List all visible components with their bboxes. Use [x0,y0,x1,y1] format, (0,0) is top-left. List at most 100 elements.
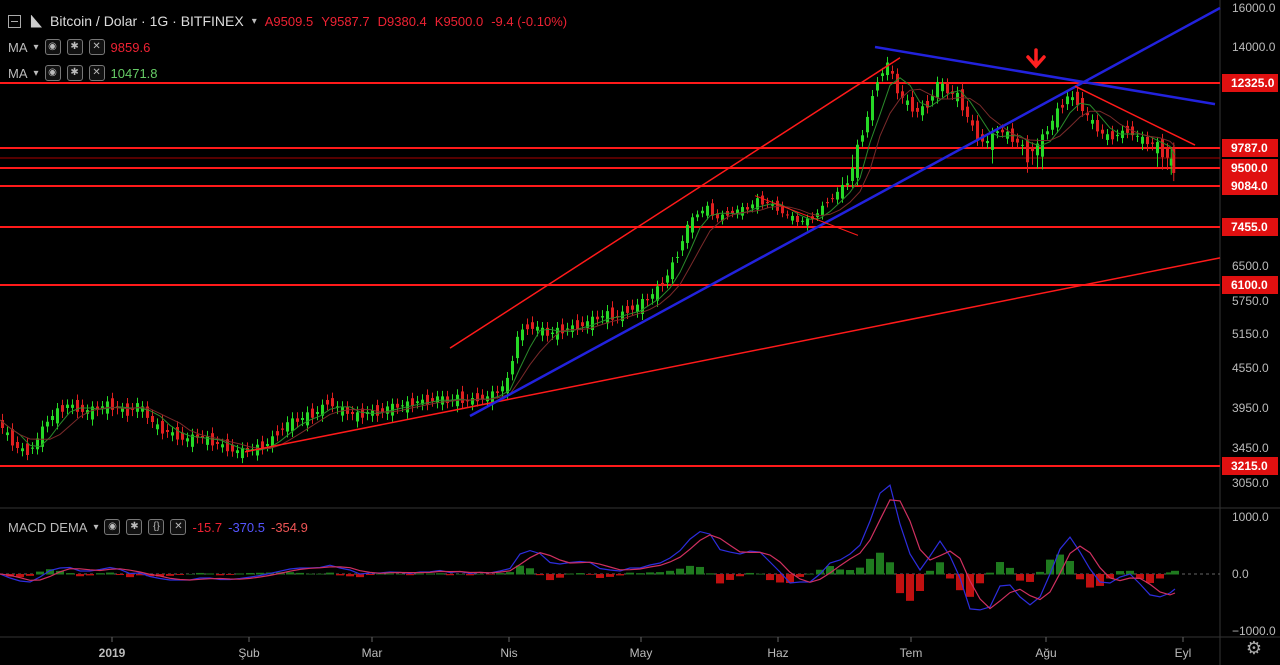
candle-body [746,207,749,210]
candle-body [191,434,194,447]
candle-body [521,329,524,341]
macd-histogram-bar [346,574,354,577]
macd-histogram-bar [1036,571,1044,575]
candle-body [606,311,609,324]
macd-histogram-bar [46,569,54,575]
macd-histogram-bar [246,572,254,575]
chevron-down-icon[interactable]: ▾ [251,15,257,27]
candle-body [1126,125,1129,133]
close-icon[interactable]: ✕ [88,65,105,81]
candle-body [111,398,114,410]
close-icon[interactable]: ✕ [88,39,105,55]
macd-histogram-bar [616,574,624,576]
candle-body [281,428,284,430]
candle-body [206,436,209,445]
candle-body [1071,97,1074,101]
price-level-badge [1222,457,1278,475]
visibility-icon[interactable]: ◉ [44,39,61,55]
candle-body [861,135,864,142]
settings-icon[interactable]: ✱ [66,65,83,81]
candle-body [1136,135,1139,137]
macd-histogram-bar [786,574,794,584]
candle-body [596,316,599,320]
candle-body [1,420,4,428]
candle-body [1061,104,1064,108]
candle-body [506,377,509,394]
candle-body [866,116,869,133]
candle-body [241,447,244,459]
collapse-icon[interactable] [8,14,21,28]
chevron-down-icon[interactable]: ▾ [33,41,39,53]
macd-histogram-bar [426,573,434,575]
settings-icon[interactable]: ✱ [66,39,83,55]
symbol-title[interactable]: Bitcoin / Dolar · 1G · BITFINEX [50,13,244,29]
macd-histogram-bar [186,574,194,575]
candle-body [1036,143,1039,156]
candle-body [306,412,309,426]
candle-body [831,198,834,200]
macd-histogram-bar [996,562,1004,575]
candle-body [236,450,239,454]
visibility-icon[interactable]: ◉ [44,65,61,81]
macd-histogram-bar [396,573,404,575]
candle-body [891,71,894,74]
macd-histogram-bar [496,573,504,575]
candle-body [1046,131,1049,135]
candle-body [686,224,689,243]
chevron-down-icon[interactable]: ▾ [93,521,99,533]
rising-blue-trendline [469,6,1221,418]
macd-legend[interactable]: MACD DEMA ▾ ◉ ✱ {} ✕ -15.7 -370.5 -354.9 [8,518,308,536]
candle-body [271,436,274,448]
candle-body [1031,147,1034,152]
candle-body [1016,138,1019,143]
candle-body [171,432,174,436]
close-icon[interactable]: ✕ [170,519,187,535]
price-level-label: 12325.0 [1231,76,1275,90]
macd-histogram-bar [796,574,804,577]
ma2-legend[interactable]: MA ▾ ◉ ✱ ✕ 10471.8 [8,64,158,82]
source-icon[interactable]: {} [148,519,165,535]
settings-icon[interactable]: ✱ [126,519,143,535]
ma1-legend[interactable]: MA ▾ ◉ ✱ ✕ 9859.6 [8,38,150,56]
candle-body [286,422,289,432]
ma2-value: 10471.8 [110,65,158,81]
macd-histogram-bar [286,572,294,575]
candle-body [31,447,34,449]
candle-body [1006,131,1009,139]
candle-body [966,106,969,117]
price-level-badge [1222,177,1278,195]
candle-body [761,195,764,205]
macd-histogram-bar [146,574,154,577]
macd-histogram-bar [206,573,214,575]
channel-upper-trendline [449,57,901,349]
candle-body [536,326,539,331]
macd-histogram-bar [816,569,824,575]
macd-histogram-bar [606,574,614,577]
macd-histogram-bar [466,574,474,576]
candle-body [781,205,784,214]
candle-body [131,408,134,410]
macd-histogram-bar [366,574,374,576]
candle-body [656,286,659,301]
candle-body [911,97,914,112]
ma2-label: MA [8,65,28,81]
candle-body [571,325,574,332]
gear-icon[interactable]: ⚙ [1245,638,1262,658]
macd-histogram-bar [406,574,414,576]
macd-value-3: -354.9 [271,519,308,535]
candle-body [231,444,234,452]
macd-histogram-bar [376,573,384,575]
candle-body [671,262,674,280]
candle-body [166,430,169,432]
candle-body [226,439,229,452]
long-support-trendline [244,257,1221,453]
chevron-down-icon[interactable]: ▾ [33,67,39,79]
visibility-icon[interactable]: ◉ [104,519,121,535]
price-level-label: 9084.0 [1231,179,1268,193]
candle-body [156,424,159,430]
candle-body [1116,134,1119,137]
macd-histogram-bar [106,572,114,575]
macd-histogram-bar [626,572,634,575]
flag-trendline [754,195,859,236]
